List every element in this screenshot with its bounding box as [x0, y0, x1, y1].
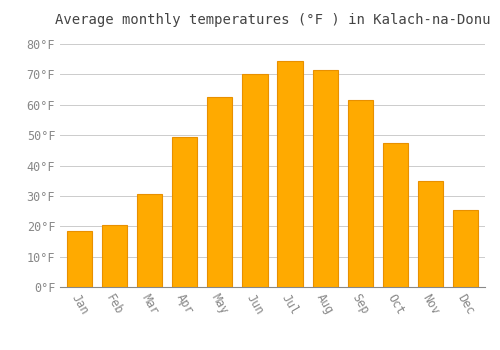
Bar	[66, 231, 92, 287]
Bar	[207, 97, 233, 287]
Bar	[348, 100, 373, 287]
Bar	[172, 137, 198, 287]
Bar	[137, 194, 162, 287]
Bar	[383, 143, 408, 287]
Title: Average monthly temperatures (°F ) in Kalach-na-Donu: Average monthly temperatures (°F ) in Ka…	[55, 13, 490, 27]
Bar	[418, 181, 443, 287]
Bar	[453, 210, 478, 287]
Bar	[278, 61, 302, 287]
Bar	[312, 70, 338, 287]
Bar	[242, 75, 268, 287]
Bar	[102, 225, 127, 287]
